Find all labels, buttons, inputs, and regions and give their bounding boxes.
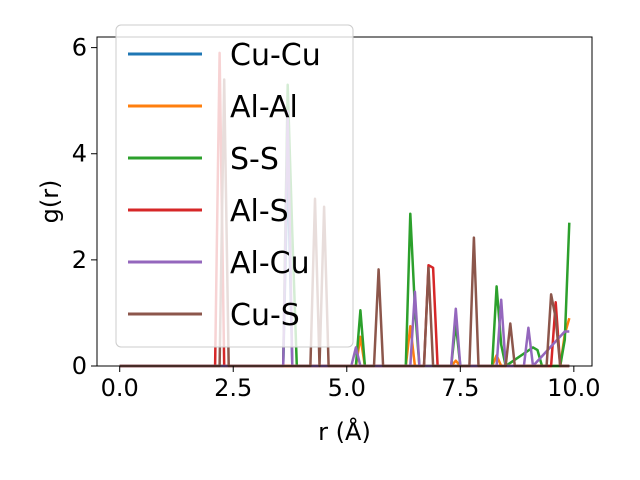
x-tick-label: 2.5 <box>214 374 252 402</box>
legend-label: Cu-S <box>230 298 300 333</box>
legend-label: S-S <box>230 142 279 177</box>
legend-label: Al-Al <box>230 90 298 125</box>
y-tick-label: 0 <box>72 352 87 380</box>
legend-label: Cu-Cu <box>230 38 321 73</box>
x-tick-label: 10.0 <box>547 374 600 402</box>
x-tick-label: 0.0 <box>101 374 139 402</box>
y-axis-ticks: 0 2 4 6 <box>72 34 97 380</box>
legend-label: Al-S <box>230 194 289 229</box>
x-axis-ticks: 0.0 2.5 5.0 7.5 10.0 <box>101 366 601 402</box>
y-tick-label: 4 <box>72 140 87 168</box>
x-tick-label: 7.5 <box>441 374 479 402</box>
y-axis-label: g(r) <box>36 180 64 224</box>
legend: Cu-Cu Al-Al S-S Al-S Al-Cu Cu-S <box>115 24 354 348</box>
x-tick-label: 5.0 <box>328 374 366 402</box>
y-tick-label: 6 <box>72 34 87 62</box>
legend-label: Al-Cu <box>230 246 310 281</box>
x-axis-label: r (Å) <box>318 417 371 446</box>
y-tick-label: 2 <box>72 246 87 274</box>
